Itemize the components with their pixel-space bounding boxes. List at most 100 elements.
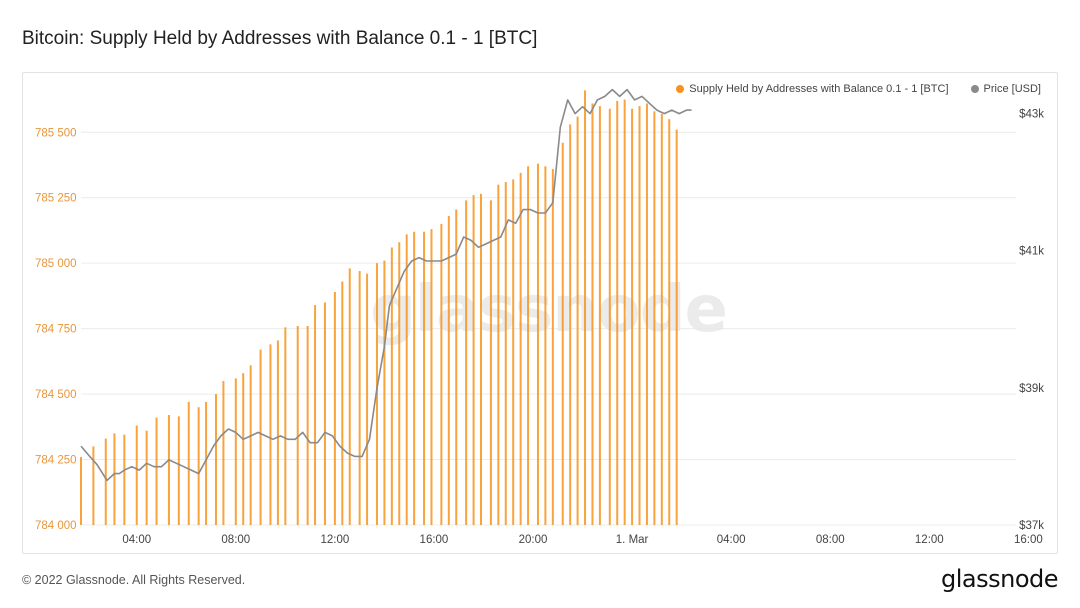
y-right-tick-label: $43k: [1019, 109, 1044, 121]
supply-bar: [591, 103, 594, 526]
supply-bar: [447, 216, 450, 525]
supply-bar: [631, 108, 634, 525]
supply-bar: [519, 172, 522, 525]
x-tick-label: 04:00: [717, 534, 746, 546]
supply-bar: [675, 129, 678, 525]
y-left-tick-label: 784 000: [35, 520, 77, 532]
supply-bar: [504, 182, 507, 525]
legend-swatch-price-icon: [970, 85, 979, 93]
supply-bar: [423, 231, 426, 525]
supply-bar: [135, 425, 138, 525]
supply-bar: [284, 327, 287, 525]
supply-bar: [638, 106, 641, 525]
x-tick-label: 16:00: [1014, 534, 1043, 546]
y-left-tick-label: 784 250: [35, 455, 77, 467]
supply-bar: [234, 378, 237, 525]
x-tick-label: 1. Mar: [616, 534, 649, 546]
supply-bar: [249, 365, 252, 525]
supply-bar: [177, 416, 180, 525]
supply-bar: [333, 291, 336, 525]
supply-bar: [512, 179, 515, 525]
chart-legend: Supply Held by Addresses with Balance 0.…: [676, 83, 1041, 95]
supply-bar: [348, 268, 351, 525]
legend-label-supply: Supply Held by Addresses with Balance 0.…: [689, 83, 949, 95]
supply-bar: [104, 438, 107, 525]
supply-bar: [465, 200, 468, 525]
supply-bar: [123, 434, 126, 525]
supply-bar: [480, 193, 483, 526]
y-left-tick-label: 784 750: [35, 324, 77, 336]
supply-bar: [92, 446, 95, 525]
y-left-tick-label: 785 250: [35, 193, 77, 205]
x-tick-label: 08:00: [816, 534, 845, 546]
supply-bar: [155, 417, 158, 525]
supply-bar: [341, 281, 344, 525]
supply-bar: [413, 231, 416, 525]
supply-bar: [405, 234, 408, 525]
supply-bar: [430, 229, 433, 526]
supply-bar: [561, 142, 564, 525]
supply-bar: [390, 247, 393, 526]
supply-bar: [440, 223, 443, 525]
y-right-tick-label: $39k: [1019, 383, 1044, 395]
supply-bar: [314, 305, 317, 525]
supply-bar: [455, 209, 458, 525]
supply-bar: [616, 100, 619, 525]
supply-bar: [653, 111, 656, 525]
supply-bar: [145, 430, 148, 525]
x-tick-label: 20:00: [519, 534, 548, 546]
supply-bar: [306, 326, 309, 525]
x-tick-label: 04:00: [122, 534, 151, 546]
supply-bar: [489, 200, 492, 525]
supply-bar: [375, 263, 378, 525]
supply-bar: [398, 242, 401, 525]
x-tick-label: 08:00: [221, 534, 250, 546]
supply-bar: [296, 326, 299, 525]
y-left-tick-label: 785 000: [35, 258, 77, 270]
chart-panel: glassnode 784 000 784 250 784 500 784 750 785…: [22, 72, 1058, 554]
supply-bar: [366, 273, 369, 525]
x-tick-label: 12:00: [915, 534, 944, 546]
supply-bar: [197, 407, 200, 525]
legend-item-price[interactable]: Price [USD]: [970, 83, 1041, 95]
y-left-tick-label: 785 500: [35, 127, 77, 139]
supply-bar: [551, 168, 554, 525]
x-tick-label: 12:00: [320, 534, 349, 546]
supply-bar: [80, 456, 82, 525]
glassnode-logo[interactable]: glassnode: [940, 565, 1059, 593]
supply-bar: [167, 415, 170, 525]
supply-bar: [214, 394, 217, 525]
supply-bar: [383, 260, 386, 525]
x-tick-label: 16:00: [420, 534, 449, 546]
supply-bar: [113, 433, 116, 525]
supply-bar: [187, 401, 190, 525]
legend-item-supply[interactable]: Supply Held by Addresses with Balance 0.…: [676, 83, 949, 95]
supply-bar: [323, 302, 326, 525]
supply-bar: [645, 103, 648, 526]
y-left-tick-label: 784 500: [35, 389, 77, 401]
supply-bar: [527, 166, 530, 525]
supply-bar: [623, 99, 626, 525]
supply-bar: [668, 119, 671, 525]
supply-bar: [598, 106, 601, 525]
supply-bar: [276, 340, 279, 525]
supply-bar: [242, 373, 245, 525]
y-right-tick-label: $37k: [1019, 520, 1044, 532]
supply-bar: [608, 108, 611, 525]
supply-bar: [497, 184, 500, 525]
supply-bar: [222, 381, 225, 525]
supply-bar: [205, 401, 208, 525]
chart-title: Bitcoin: Supply Held by Addresses with B…: [22, 28, 538, 49]
supply-bar: [584, 90, 587, 525]
copyright-text: © 2022 Glassnode. All Rights Reserved.: [22, 573, 246, 587]
supply-bar: [269, 344, 272, 525]
supply-bar: [259, 349, 262, 525]
supply-bar: [536, 163, 539, 525]
price-line: [80, 88, 692, 482]
supply-bar: [544, 166, 547, 525]
supply-bar: [472, 195, 475, 525]
y-right-tick-label: $41k: [1019, 246, 1044, 258]
supply-bar: [358, 271, 361, 525]
supply-bar: [660, 113, 663, 526]
